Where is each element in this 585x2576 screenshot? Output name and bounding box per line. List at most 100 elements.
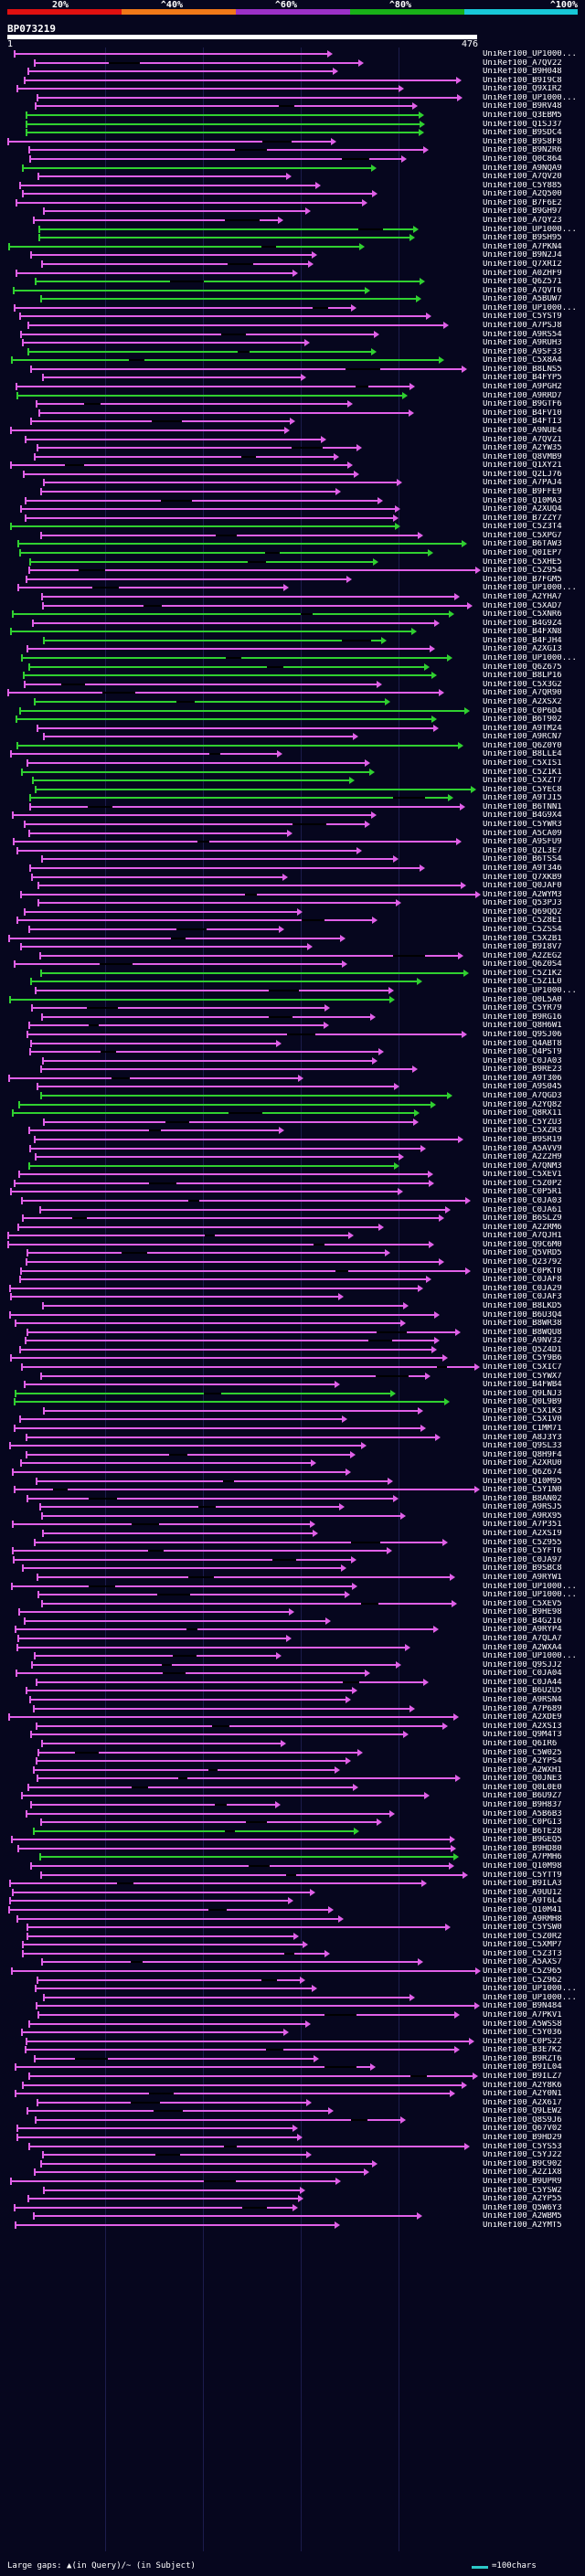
hit-label[interactable]: UniRef100_A9RSJ5 (483, 1503, 562, 1512)
hit-label[interactable]: UniRef100_Q9C6M0 (483, 1240, 562, 1249)
hit-label[interactable]: UniRef100_B8LKD5 (483, 1301, 562, 1310)
hit-label[interactable]: UniRef100_B9ILA3 (483, 1880, 562, 1889)
hit-label[interactable]: UniRef100_B9C902 (483, 2159, 562, 2168)
hit-label[interactable]: UniRef100_A2YHA7 (483, 592, 562, 601)
hit-label[interactable]: UniRef100_A7P689 (483, 1704, 562, 1713)
hit-label[interactable]: UniRef100_A9UU12 (483, 1888, 562, 1897)
hit-label[interactable]: UniRef100_Q0L0E0 (483, 1783, 562, 1792)
hit-label[interactable]: UniRef100_A2YMT5 (483, 2221, 562, 2230)
hit-label[interactable]: UniRef100_A2YQ82 (483, 1100, 562, 1109)
hit-label[interactable]: UniRef100_Q1XY21 (483, 461, 562, 471)
hit-label[interactable]: UniRef100_Q7XRI2 (483, 260, 562, 269)
hit-label[interactable]: UniRef100_C5XZR3 (483, 1127, 562, 1136)
hit-label[interactable]: UniRef100_A2XGI3 (483, 645, 562, 654)
hit-label[interactable]: UniRef100_A7PAJ4 (483, 479, 562, 488)
hit-label[interactable]: UniRef100_C5Z8E1 (483, 917, 562, 926)
hit-label[interactable]: UniRef100_C5YEC8 (483, 785, 562, 794)
hit-label[interactable]: UniRef100_A7QV20 (483, 173, 562, 182)
hit-label[interactable]: UniRef100_B6U3Q4 (483, 1310, 562, 1320)
hit-label[interactable]: UniRef100_A9RX95 (483, 1511, 562, 1521)
hit-label[interactable]: UniRef100_B7F6E2 (483, 198, 562, 207)
hit-label[interactable]: UniRef100_B9SDC4 (483, 129, 562, 138)
hit-label[interactable]: UniRef100_B9H837 (483, 1801, 562, 1809)
hit-label[interactable]: UniRef100_UP1000... (483, 50, 577, 58)
hit-label[interactable]: UniRef100_B4G216 (483, 1617, 562, 1626)
hit-label[interactable]: UniRef100_C5Z0P2 (483, 1179, 562, 1188)
hit-label[interactable]: UniRef100_A2XDE9 (483, 1713, 562, 1723)
hit-label[interactable]: UniRef100_C5XMP7 (483, 1941, 562, 1950)
hit-label[interactable]: UniRef100_UP1000... (483, 93, 577, 102)
hit-label[interactable]: UniRef100_Q6IR6 (483, 1739, 558, 1748)
hit-label[interactable]: UniRef100_C5Z1K1 (483, 768, 562, 777)
hit-label[interactable]: UniRef100_A5B6B3 (483, 1809, 562, 1818)
hit-label[interactable]: UniRef100_B8LLE4 (483, 750, 562, 759)
hit-label[interactable]: UniRef100_A2XSX2 (483, 697, 562, 706)
hit-label[interactable]: UniRef100_C5XHE5 (483, 557, 562, 567)
hit-label[interactable]: UniRef100_A5WSS8 (483, 2019, 562, 2029)
hit-label[interactable]: UniRef100_Q0JNE3 (483, 1775, 562, 1784)
hit-label[interactable]: UniRef100_Q2L3E7 (483, 846, 562, 855)
hit-label[interactable]: UniRef100_C5YFT6 (483, 1547, 562, 1556)
hit-label[interactable]: UniRef100_B9IL04 (483, 2063, 562, 2072)
hit-label[interactable]: UniRef100_B4FJH4 (483, 636, 562, 645)
hit-label[interactable]: UniRef100_A2ZEG2 (483, 951, 562, 960)
hit-label[interactable]: UniRef100_UP1000... (483, 1993, 577, 2002)
hit-label[interactable]: UniRef100_A7QVT6 (483, 286, 562, 295)
hit-label[interactable]: UniRef100_A2WBM5 (483, 2212, 562, 2221)
hit-label[interactable]: UniRef100_Q10M98 (483, 1862, 562, 1871)
hit-label[interactable]: UniRef100_A2XSI9 (483, 1530, 562, 1539)
hit-label[interactable]: UniRef100_C5Z1L0 (483, 978, 562, 987)
hit-label[interactable]: UniRef100_C5YTT9 (483, 1871, 562, 1880)
hit-label[interactable]: UniRef100_B9HD80 (483, 1844, 562, 1853)
hit-label[interactable]: UniRef100_B4FXN8 (483, 628, 562, 637)
hit-label[interactable]: UniRef100_A2YP55 (483, 2195, 562, 2204)
hit-label[interactable]: UniRef100_A7PMH6 (483, 1853, 562, 1862)
hit-label[interactable]: UniRef100_C5YZU3 (483, 1118, 562, 1127)
hit-label[interactable]: UniRef100_Q9XIR2 (483, 85, 562, 94)
hit-label[interactable]: UniRef100_A7PKN4 (483, 242, 562, 251)
hit-label[interactable]: UniRef100_A9TM24 (483, 724, 562, 733)
hit-label[interactable]: UniRef100_Q5W6Y3 (483, 2203, 562, 2212)
hit-label[interactable]: UniRef100_Q9M4T3 (483, 1731, 562, 1740)
hit-label[interactable]: UniRef100_C0P5R1 (483, 1188, 562, 1197)
hit-label[interactable]: UniRef100_Q23792 (483, 1258, 562, 1267)
hit-label[interactable]: UniRef100_Q9LEW2 (483, 2107, 562, 2116)
hit-label[interactable]: UniRef100_C5YS53 (483, 2142, 562, 2151)
hit-label[interactable]: UniRef100_B9ILZ7 (483, 2072, 562, 2081)
hit-label[interactable]: UniRef100_Q9SJ06 (483, 1030, 562, 1039)
hit-label[interactable]: UniRef100_A2Q500 (483, 190, 562, 199)
hit-label[interactable]: UniRef100_B9RV48 (483, 102, 562, 111)
hit-label[interactable]: UniRef100_C5ZSS4 (483, 926, 562, 934)
hit-label[interactable]: UniRef100_B3E7K2 (483, 2046, 562, 2055)
hit-label[interactable]: UniRef100_A9RS54 (483, 330, 562, 339)
hit-label[interactable]: UniRef100_B9UPR9 (483, 2177, 562, 2186)
hit-label[interactable]: UniRef100_B4FYP5 (483, 374, 562, 383)
hit-label[interactable]: UniRef100_B9N2J4 (483, 251, 562, 260)
hit-label[interactable]: UniRef100_C5XIC7 (483, 1363, 562, 1372)
hit-label[interactable]: UniRef100_C5Y885 (483, 181, 562, 190)
hit-label[interactable]: UniRef100_Q0C864 (483, 154, 562, 164)
hit-label[interactable]: UniRef100_Q6Z571 (483, 278, 562, 287)
hit-label[interactable]: UniRef100_A2Z1X8 (483, 2168, 562, 2178)
hit-label[interactable]: UniRef100_C5Z3T4 (483, 523, 562, 532)
hit-label[interactable]: UniRef100_A2Y0N1 (483, 2090, 562, 2099)
hit-label[interactable]: UniRef100_C5W025 (483, 1748, 562, 1757)
hit-label[interactable]: UniRef100_C5Z1K2 (483, 969, 562, 978)
hit-label[interactable]: UniRef100_Q8RX11 (483, 1109, 562, 1118)
hit-label[interactable]: UniRef100_A9S045 (483, 1083, 562, 1092)
hit-label[interactable]: UniRef100_A2WYM3 (483, 890, 562, 899)
hit-label[interactable]: UniRef100_C0JA61 (483, 1205, 562, 1214)
hit-label[interactable]: UniRef100_B6U2U5 (483, 1687, 562, 1696)
hit-label[interactable]: UniRef100_B6TAW3 (483, 540, 562, 549)
hit-label[interactable]: UniRef100_B8WR38 (483, 1320, 562, 1329)
hit-label[interactable]: UniRef100_A9T346 (483, 864, 562, 873)
hit-label[interactable]: UniRef100_A7QV22 (483, 58, 562, 68)
hit-label[interactable]: UniRef100_Q67V02 (483, 2125, 562, 2134)
hit-label[interactable]: UniRef100_C5Z954 (483, 567, 562, 576)
hit-label[interactable]: UniRef100_Q6Z0Y0 (483, 741, 562, 750)
hit-label[interactable]: UniRef100_C5XNR6 (483, 610, 562, 620)
hit-label[interactable]: UniRef100_B4G9X4 (483, 811, 562, 821)
hit-label[interactable]: UniRef100_A7QY23 (483, 217, 562, 226)
hit-label[interactable]: UniRef100_B4FTI3 (483, 418, 562, 427)
hit-label[interactable]: UniRef100_Q0IEP7 (483, 549, 562, 558)
